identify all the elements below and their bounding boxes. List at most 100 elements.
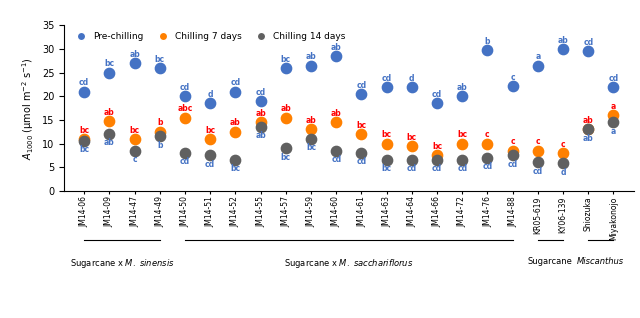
Point [205, 153, 215, 158]
Point [381, 84, 392, 89]
Text: b: b [157, 141, 163, 150]
Point [381, 141, 392, 146]
Point [331, 120, 341, 125]
Point [155, 134, 165, 139]
Point [432, 157, 442, 162]
Point [483, 47, 493, 52]
Text: cd: cd [483, 162, 493, 171]
Point [281, 115, 291, 120]
Text: d: d [560, 168, 566, 177]
Text: ab: ab [104, 107, 115, 117]
Point [255, 124, 266, 129]
Point [406, 143, 417, 149]
Text: c: c [510, 137, 515, 146]
Text: ab: ab [583, 116, 594, 125]
Point [608, 120, 618, 125]
Text: cd: cd [180, 157, 190, 166]
Text: ab: ab [255, 131, 266, 140]
Text: bc: bc [381, 130, 392, 139]
Point [583, 127, 593, 132]
Point [79, 89, 90, 94]
Text: ab: ab [331, 43, 342, 52]
Point [104, 118, 115, 123]
Text: cd: cd [407, 164, 417, 173]
Text: ab: ab [280, 104, 291, 113]
Point [205, 101, 215, 106]
Text: ab: ab [255, 109, 266, 118]
Point [129, 148, 140, 153]
Text: ab: ab [331, 109, 342, 118]
Point [583, 127, 593, 132]
Text: bc: bc [432, 142, 442, 151]
Text: cd: cd [356, 157, 367, 166]
Point [180, 150, 190, 156]
Text: a: a [535, 52, 540, 61]
Point [331, 54, 341, 59]
Text: cd: cd [432, 90, 442, 99]
Point [381, 157, 392, 162]
Point [155, 129, 165, 134]
Text: ab: ab [557, 36, 568, 45]
Text: bc: bc [230, 164, 241, 173]
Point [483, 155, 493, 160]
Point [255, 120, 266, 125]
Text: c: c [510, 73, 515, 82]
Point [608, 113, 618, 118]
Text: b: b [157, 119, 163, 128]
Point [508, 83, 518, 88]
Point [558, 46, 568, 52]
Y-axis label: $A_{1000}$ (µmol m$^{-2}$ s$^{-1}$): $A_{1000}$ (µmol m$^{-2}$ s$^{-1}$) [20, 57, 36, 160]
Text: cd: cd [356, 81, 367, 90]
Text: Sugarcane x $\it{M.\ sacchariflorus}$: Sugarcane x $\it{M.\ sacchariflorus}$ [284, 257, 413, 270]
Text: c: c [561, 140, 565, 149]
Point [406, 157, 417, 162]
Point [356, 150, 367, 156]
Text: bc: bc [155, 55, 165, 64]
Point [356, 132, 367, 137]
Point [583, 49, 593, 54]
Point [306, 127, 316, 132]
Text: bc: bc [407, 133, 417, 142]
Point [180, 115, 190, 120]
Text: ab: ab [129, 50, 140, 59]
Text: a: a [611, 102, 616, 111]
Text: ab: ab [306, 52, 316, 61]
Point [255, 99, 266, 104]
Text: d: d [207, 90, 213, 99]
Point [180, 94, 190, 99]
Text: cd: cd [532, 167, 543, 176]
Text: cd: cd [79, 78, 89, 87]
Text: c: c [536, 137, 540, 146]
Text: Sugarcane x $\it{M.\ sinensis}$: Sugarcane x $\it{M.\ sinensis}$ [70, 257, 174, 270]
Point [281, 66, 291, 71]
Text: Sugarcane: Sugarcane [528, 257, 573, 266]
Text: cd: cd [255, 88, 266, 97]
Point [457, 141, 467, 146]
Point [79, 139, 90, 144]
Point [230, 157, 241, 162]
Legend: Pre-chilling, Chilling 7 days, Chilling 14 days: Pre-chilling, Chilling 7 days, Chilling … [68, 28, 349, 45]
Point [432, 101, 442, 106]
Text: cd: cd [432, 164, 442, 173]
Point [306, 136, 316, 142]
Point [129, 61, 140, 66]
Text: ab: ab [583, 134, 594, 143]
Point [331, 148, 341, 153]
Text: cd: cd [180, 83, 190, 92]
Text: bc: bc [457, 130, 467, 139]
Text: cd: cd [457, 164, 467, 173]
Point [608, 84, 618, 89]
Text: ab: ab [104, 138, 115, 147]
Point [104, 70, 115, 75]
Point [532, 63, 543, 68]
Text: cd: cd [583, 38, 593, 47]
Point [104, 132, 115, 137]
Point [230, 129, 241, 134]
Text: cd: cd [230, 78, 241, 87]
Point [532, 160, 543, 165]
Text: cd: cd [609, 73, 618, 83]
Text: bc: bc [79, 126, 89, 135]
Point [457, 94, 467, 99]
Text: ab: ab [230, 119, 241, 128]
Point [281, 146, 291, 151]
